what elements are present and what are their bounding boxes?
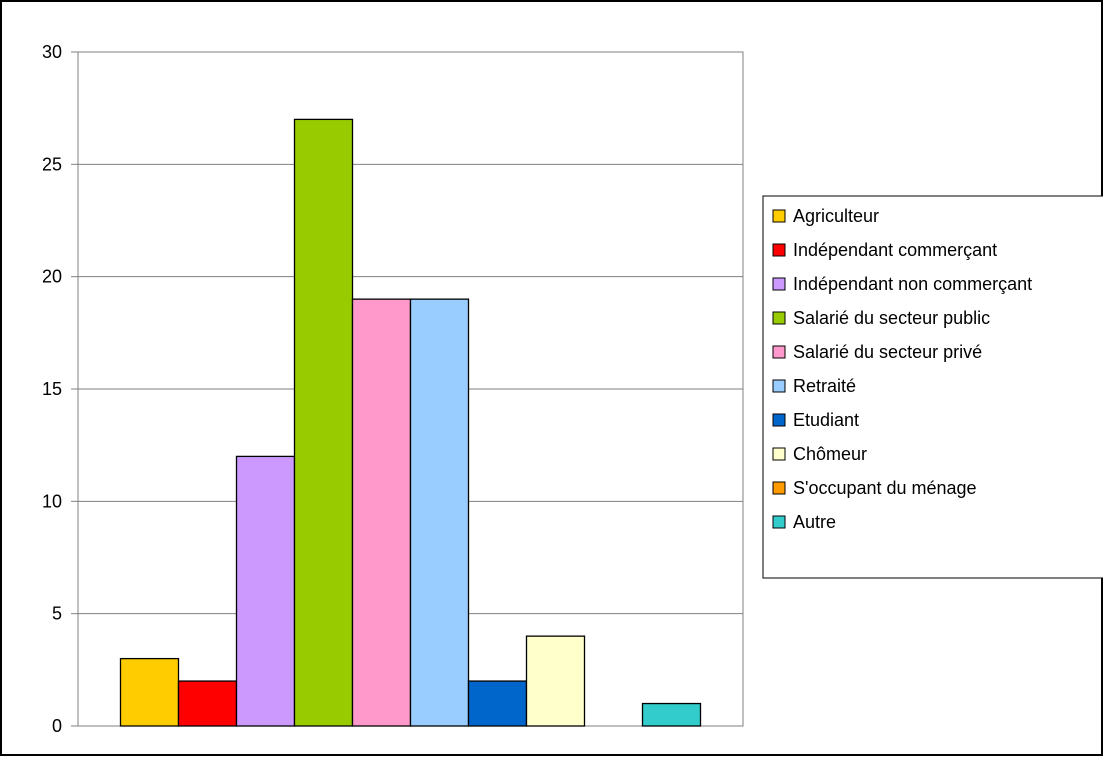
legend-swatch: [772, 345, 786, 359]
bar-1: [177, 680, 238, 727]
legend-label: Retraité: [793, 376, 856, 396]
legend-swatch: [772, 515, 786, 529]
bar-5: [409, 298, 470, 727]
legend-label: Autre: [793, 512, 836, 532]
bar-4: [351, 298, 412, 727]
legend-swatch: [772, 481, 786, 495]
bar-2: [235, 455, 296, 727]
legend-label: Salarié du secteur public: [793, 308, 990, 328]
legend-label: Indépendant non commerçant: [793, 274, 1032, 294]
y-tick-label: 25: [42, 154, 62, 174]
legend-swatch: [772, 311, 786, 325]
y-tick-label: 0: [52, 716, 62, 736]
y-tick-label: 20: [42, 267, 62, 287]
bar-0: [119, 657, 180, 727]
legend-swatch: [772, 243, 786, 257]
legend-swatch: [772, 379, 786, 393]
legend-swatch: [772, 413, 786, 427]
legend-label: Indépendant commerçant: [793, 240, 997, 260]
legend-label: Agriculteur: [793, 206, 879, 226]
y-tick-label: 30: [42, 42, 62, 62]
legend: Agriculteur Indépendant commerçant Indépen…: [762, 195, 1103, 579]
legend-swatch: [772, 447, 786, 461]
bar-9: [641, 702, 702, 727]
bars: [119, 118, 702, 727]
legend-box: [762, 195, 1103, 579]
y-tick-label: 10: [42, 491, 62, 511]
y-axis-tick-labels: 0 5 10 15 20 25 30: [42, 42, 78, 736]
legend-swatch: [772, 209, 786, 223]
y-tick-label: 5: [52, 604, 62, 624]
y-tick-label: 15: [42, 379, 62, 399]
bar-3: [293, 118, 354, 727]
bar-6: [467, 680, 528, 727]
bar-7: [525, 635, 586, 727]
legend-label: Chômeur: [793, 444, 867, 464]
legend-label: Salarié du secteur privé: [793, 342, 982, 362]
legend-label: S'occupant du ménage: [793, 478, 977, 498]
legend-label: Etudiant: [793, 410, 859, 430]
legend-swatch: [772, 277, 786, 291]
